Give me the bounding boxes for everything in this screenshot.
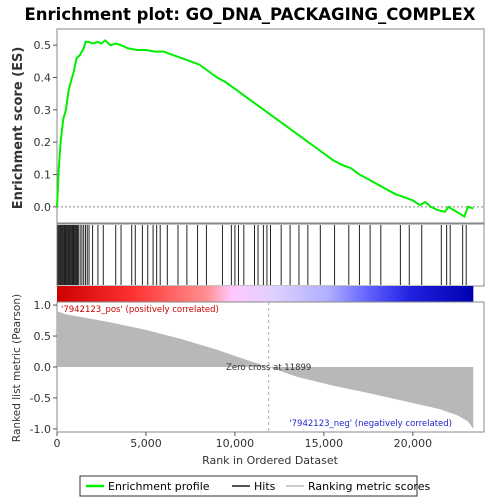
metric-y-axis: 1.0 0.5 0.0 -0.5 -1.0 (30, 299, 57, 436)
ranking-metric-area (57, 311, 474, 429)
pos-label: '7942123_pos' (positively correlated) (61, 305, 219, 315)
x-axis-label: Rank in Ordered Dataset (202, 454, 339, 467)
x-tick-label: 15,000 (305, 437, 344, 450)
es-y-tick-label: 0.5 (34, 39, 52, 52)
chart-title: Enrichment plot: GO_DNA_PACKAGING_COMPLE… (25, 5, 476, 24)
enrichment-profile-line (56, 38, 474, 218)
hit-markers (57, 225, 467, 285)
metric-y-axis-label: Ranked list metric (Pearson) (11, 294, 23, 442)
metric-panel: 1.0 0.5 0.0 -0.5 -1.0 Zero cross at 11899 '7… (11, 294, 485, 442)
metric-y-tick-label: 0.5 (34, 330, 52, 343)
zero-cross-label: Zero cross at 11899 (226, 363, 311, 373)
es-y-tick-label: 0.4 (34, 72, 52, 85)
legend: Enrichment profile Hits Ranking metric s… (79, 475, 430, 497)
x-tick-label: 5,000 (130, 437, 162, 450)
x-tick-label: 0 (54, 437, 61, 450)
neg-label: '7942123_neg' (negatively correlated) (289, 419, 452, 429)
metric-y-tick-label: -0.5 (30, 392, 51, 405)
x-axis: 0 5,000 10,000 15,000 20,000 (54, 432, 433, 450)
es-y-tick-label: 0.1 (34, 169, 52, 182)
es-y-axis: 0.0 0.1 0.2 0.3 0.4 0.5 (34, 39, 57, 214)
metric-y-tick-label: 1.0 (34, 299, 52, 312)
legend-hits-label: Hits (254, 480, 276, 493)
es-y-tick-label: 0.2 (34, 136, 52, 149)
es-panel: 0.0 0.1 0.2 0.3 0.4 0.5 Enrichment score (ES) (11, 28, 485, 224)
metric-y-tick-label: 0.0 (34, 361, 52, 374)
legend-ranking-label: Ranking metric scores (308, 480, 430, 493)
es-panel-frame (56, 28, 485, 224)
es-y-tick-label: 0.0 (34, 201, 52, 214)
metric-y-tick-label: -1.0 (30, 423, 51, 436)
hits-panel (56, 223, 485, 287)
x-tick-label: 20,000 (394, 437, 433, 450)
es-y-tick-label: 0.3 (34, 104, 52, 117)
x-tick-label: 10,000 (216, 437, 255, 450)
ranking-color-bar (57, 286, 474, 302)
es-y-axis-label: Enrichment score (ES) (11, 47, 26, 210)
legend-enrichment-label: Enrichment profile (108, 480, 210, 493)
